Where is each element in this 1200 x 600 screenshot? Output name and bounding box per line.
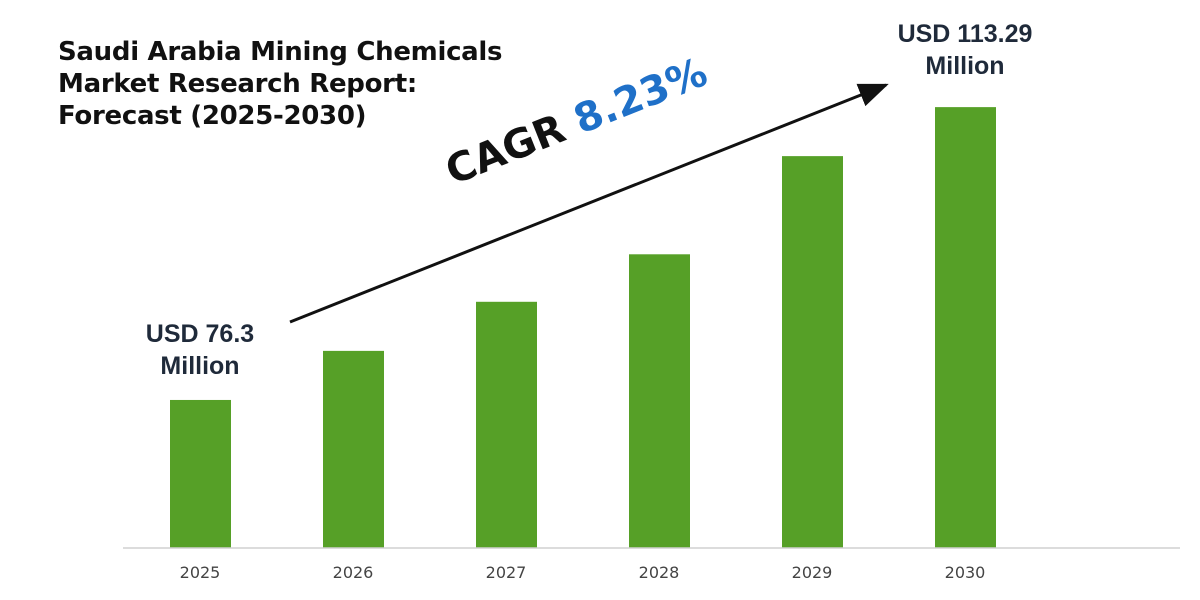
bar-2029 [782, 156, 843, 548]
growth-arrow [289, 83, 889, 324]
bar-2028 [629, 254, 690, 548]
end-value-line2: Million [925, 52, 1005, 80]
x-tick-label: 2028 [639, 563, 680, 582]
start-value-label: USD 76.3 Million [130, 318, 270, 382]
bar-2027 [476, 301, 537, 548]
bar-2025 [170, 399, 231, 548]
bar-2030 [935, 107, 996, 548]
x-tick-label: 2030 [945, 563, 986, 582]
end-value-line1: USD 113.29 [897, 20, 1033, 48]
x-tick-label: 2029 [792, 563, 833, 582]
chart-title: Saudi Arabia Mining Chemicals Market Res… [58, 37, 503, 131]
x-tick-label: 2026 [333, 563, 374, 582]
end-value-label: USD 113.29 Million [880, 18, 1050, 82]
x-tick-label: 2027 [486, 563, 527, 582]
start-value-line2: Million [160, 352, 240, 380]
x-tick-label: 2025 [180, 563, 221, 582]
bar-2026 [323, 350, 384, 548]
start-value-line1: USD 76.3 [145, 320, 255, 348]
